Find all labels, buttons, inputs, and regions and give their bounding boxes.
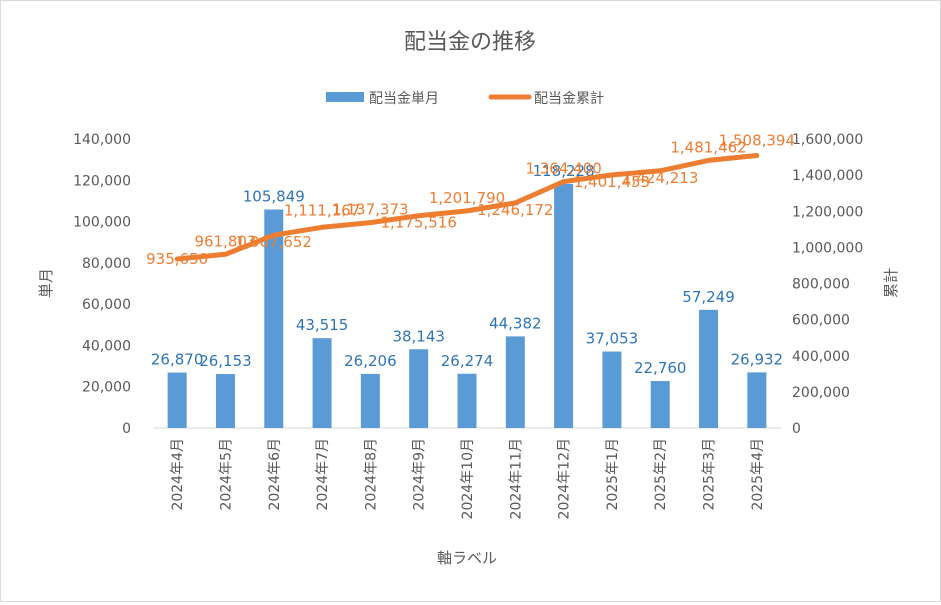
line-data-label: 1,246,172	[477, 201, 553, 219]
x-tick-label: 2024年9月	[412, 438, 428, 511]
line-data-label: 1,401,453	[574, 173, 650, 191]
bar	[409, 349, 429, 428]
line-data-label: 1,111,167	[284, 201, 360, 219]
y-axis-title: 単月	[37, 268, 55, 298]
legend-swatch-monthly	[326, 92, 364, 102]
legend-label-cumulative: 配当金累計	[534, 91, 604, 107]
bar	[264, 209, 284, 428]
bar	[215, 374, 235, 428]
line-data-label: 1,364,400	[525, 160, 601, 178]
line-data-label: 1,175,516	[381, 214, 457, 232]
bar-data-label: 26,274	[441, 352, 494, 370]
line-data-label: 1,201,790	[429, 189, 505, 207]
left-axis-ticks: 0 20,000 40,000 60,000 80,000 100,000 120,000 1…	[73, 132, 131, 437]
bar-data-label: 22,760	[634, 359, 687, 377]
bar	[699, 309, 719, 428]
line-data-label: 935,650	[146, 250, 208, 268]
y-tick-label: 120,000	[73, 173, 131, 189]
y-tick-label: 60,000	[82, 297, 131, 313]
bar-series-monthly	[167, 183, 767, 428]
x-tick-label: 2024年5月	[218, 438, 234, 511]
x-tick-label: 2024年8月	[363, 438, 379, 511]
bar	[650, 381, 670, 428]
y-tick-label: 40,000	[82, 338, 131, 354]
bar-data-label: 57,249	[682, 288, 735, 306]
x-tick-label: 2024年11月	[508, 438, 524, 519]
x-tick-label: 2025年2月	[653, 438, 669, 511]
legend-label-monthly: 配当金単月	[369, 91, 439, 107]
x-tick-label: 2025年4月	[750, 438, 766, 511]
bar	[167, 372, 187, 428]
line-data-label: 961,803	[194, 232, 256, 250]
y2-tick-label: 200,000	[792, 385, 850, 401]
y-tick-label: 0	[122, 421, 131, 437]
chart-title: 配当金の推移	[404, 30, 536, 55]
y-tick-label: 20,000	[82, 380, 131, 396]
x-tick-label: 2024年10月	[460, 438, 476, 519]
bar	[554, 183, 574, 428]
bar-data-label: 26,206	[344, 352, 397, 370]
x-tick-label: 2024年7月	[315, 438, 331, 511]
y2-tick-label: 1,200,000	[792, 204, 863, 220]
bar	[747, 372, 767, 428]
bar-data-label: 105,849	[243, 187, 305, 205]
y-tick-label: 140,000	[73, 132, 131, 148]
bar-data-label: 26,153	[199, 352, 252, 370]
x-axis-title: 軸ラベル	[437, 549, 497, 567]
x-tick-label: 2025年3月	[702, 438, 718, 511]
x-axis-tick-labels: 2024年4月 2024年5月 2024年6月 2024年7月 2024年8月 2024年…	[170, 438, 766, 519]
line-data-label: 1,481,462	[670, 138, 746, 156]
y2-tick-label: 0	[792, 421, 801, 437]
bar-data-label: 26,932	[731, 350, 784, 368]
bar	[312, 338, 332, 428]
bar	[360, 373, 380, 428]
line-data-label: 1,137,373	[332, 201, 408, 219]
y2-axis-title: 累計	[882, 268, 900, 298]
legend: 配当金単月 配当金累計	[326, 91, 604, 107]
y-tick-label: 100,000	[73, 215, 131, 231]
bar-data-label: 26,870	[151, 351, 204, 369]
y2-tick-label: 1,600,000	[792, 132, 863, 148]
bar	[457, 373, 477, 428]
line-data-label: 1,067,652	[236, 233, 312, 251]
bar-data-label: 37,053	[586, 330, 639, 348]
y2-tick-label: 600,000	[792, 313, 850, 329]
bar-data-label: 43,515	[296, 316, 349, 334]
y2-tick-label: 400,000	[792, 349, 850, 365]
bar-data-label: 118,228	[533, 162, 595, 180]
bar-data-label: 38,143	[392, 327, 445, 345]
bar-data-label: 44,382	[489, 314, 542, 332]
bar	[602, 351, 622, 428]
y-tick-label: 80,000	[82, 256, 131, 272]
x-tick-label: 2024年6月	[267, 438, 283, 511]
y2-tick-label: 1,000,000	[792, 240, 863, 256]
x-tick-label: 2025年1月	[605, 438, 621, 511]
bar	[505, 336, 525, 428]
right-axis-ticks: 0 200,000 400,000 600,000 800,000 1,000,000 1,…	[792, 132, 863, 437]
line-data-label: 1,508,394	[719, 132, 795, 150]
line-data-label: 1,424,213	[622, 169, 698, 187]
line-series-cumulative	[174, 153, 760, 262]
x-tick-label: 2024年4月	[170, 438, 186, 511]
y2-tick-label: 1,400,000	[792, 168, 863, 184]
x-tick-label: 2024年12月	[557, 438, 573, 519]
y2-tick-label: 800,000	[792, 277, 850, 293]
